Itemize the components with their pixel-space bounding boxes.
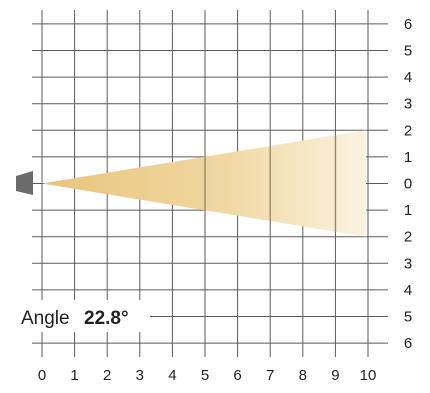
y-tick-label: 6 [404,16,412,33]
y-tick-label: 4 [404,282,412,299]
x-tick-label: 7 [266,367,274,384]
y-tick-label: 3 [404,96,412,113]
x-axis-ticks: 0 1 2 3 4 5 6 7 8 9 10 [38,367,377,384]
x-tick-label: 8 [299,367,307,384]
x-tick-label: 4 [168,367,176,384]
light-source-shape [16,171,33,195]
x-tick-label: 3 [136,367,144,384]
y-axis-ticks: 6 5 4 3 2 1 0 1 2 3 4 5 6 [404,16,412,352]
beam-cone [42,130,366,237]
y-tick-label: 2 [404,229,412,246]
beam-cone-shape [42,130,366,237]
y-tick-label: 3 [404,255,412,272]
y-tick-label: 1 [404,149,412,166]
y-tick-label: 5 [404,43,412,60]
x-tick-label: 9 [331,367,339,384]
y-tick-label: 0 [404,176,412,193]
y-tick-label: 5 [404,309,412,326]
y-tick-label: 4 [404,69,412,86]
angle-label: Angle [21,308,70,329]
y-tick-label: 6 [404,335,412,352]
x-tick-label: 5 [201,367,209,384]
angle-value: 22.8° [84,308,129,329]
x-tick-label: 6 [233,367,241,384]
x-tick-label: 2 [103,367,111,384]
x-tick-label: 10 [360,367,377,384]
y-tick-label: 2 [404,122,412,139]
y-tick-label: 1 [404,202,412,219]
x-tick-label: 1 [70,367,78,384]
x-tick-label: 0 [38,367,46,384]
angle-label-backdrop [18,300,150,332]
light-source-icon [16,171,33,195]
